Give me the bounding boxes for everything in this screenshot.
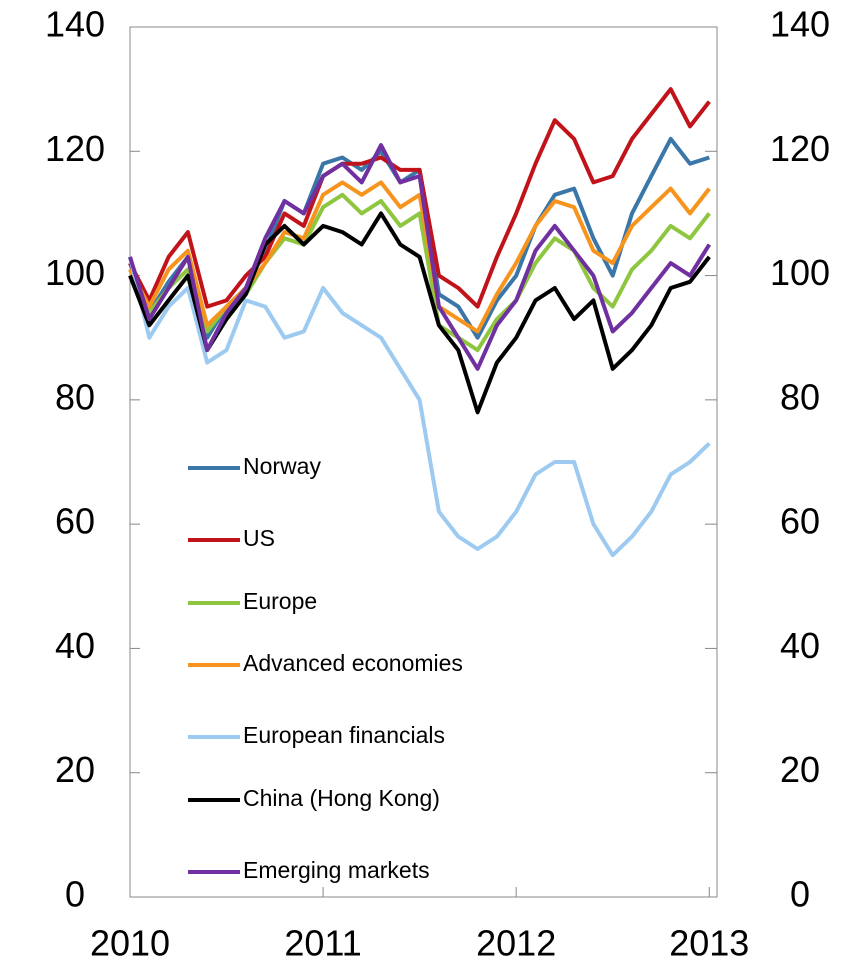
legend-label: European financials <box>243 722 445 748</box>
legend-label: Norway <box>243 453 321 479</box>
x-tick-label: 2012 <box>476 923 556 964</box>
y2-tick-label: 0 <box>790 874 810 915</box>
y2-tick-label: 100 <box>770 252 830 293</box>
series-line <box>128 87 711 309</box>
y2-tick-label: 140 <box>770 4 830 45</box>
plot-frame <box>129 26 718 898</box>
y-tick-label: 60 <box>55 501 95 542</box>
y2-tick-label: 80 <box>780 376 820 417</box>
series-line <box>128 180 711 334</box>
y2-tick-label: 120 <box>770 128 830 169</box>
x-tick-label: 2010 <box>90 923 170 964</box>
legend-label: Europe <box>243 588 317 614</box>
y-tick-label: 0 <box>65 874 85 915</box>
series-line <box>128 256 711 558</box>
y-tick-label: 100 <box>45 252 105 293</box>
y-tick-label: 20 <box>55 749 95 790</box>
y-tick-label: 120 <box>45 128 105 169</box>
y-tick-label: 40 <box>55 625 95 666</box>
series-line <box>128 192 711 353</box>
y-tick-label: 80 <box>55 376 95 417</box>
series-line <box>128 211 711 415</box>
series-line <box>128 143 711 371</box>
y2-tick-label: 20 <box>780 749 820 790</box>
y2-tick-label: 40 <box>780 625 820 666</box>
legend-label: US <box>243 525 275 551</box>
x-tick-label: 2013 <box>669 923 749 964</box>
legend-label: China (Hong Kong) <box>243 785 440 811</box>
x-tick-label: 2011 <box>284 923 361 964</box>
y2-tick-label: 60 <box>780 501 820 542</box>
y-tick-label: 140 <box>45 4 105 45</box>
legend-label: Emerging markets <box>243 857 430 883</box>
legend-label: Advanced economies <box>243 650 463 676</box>
